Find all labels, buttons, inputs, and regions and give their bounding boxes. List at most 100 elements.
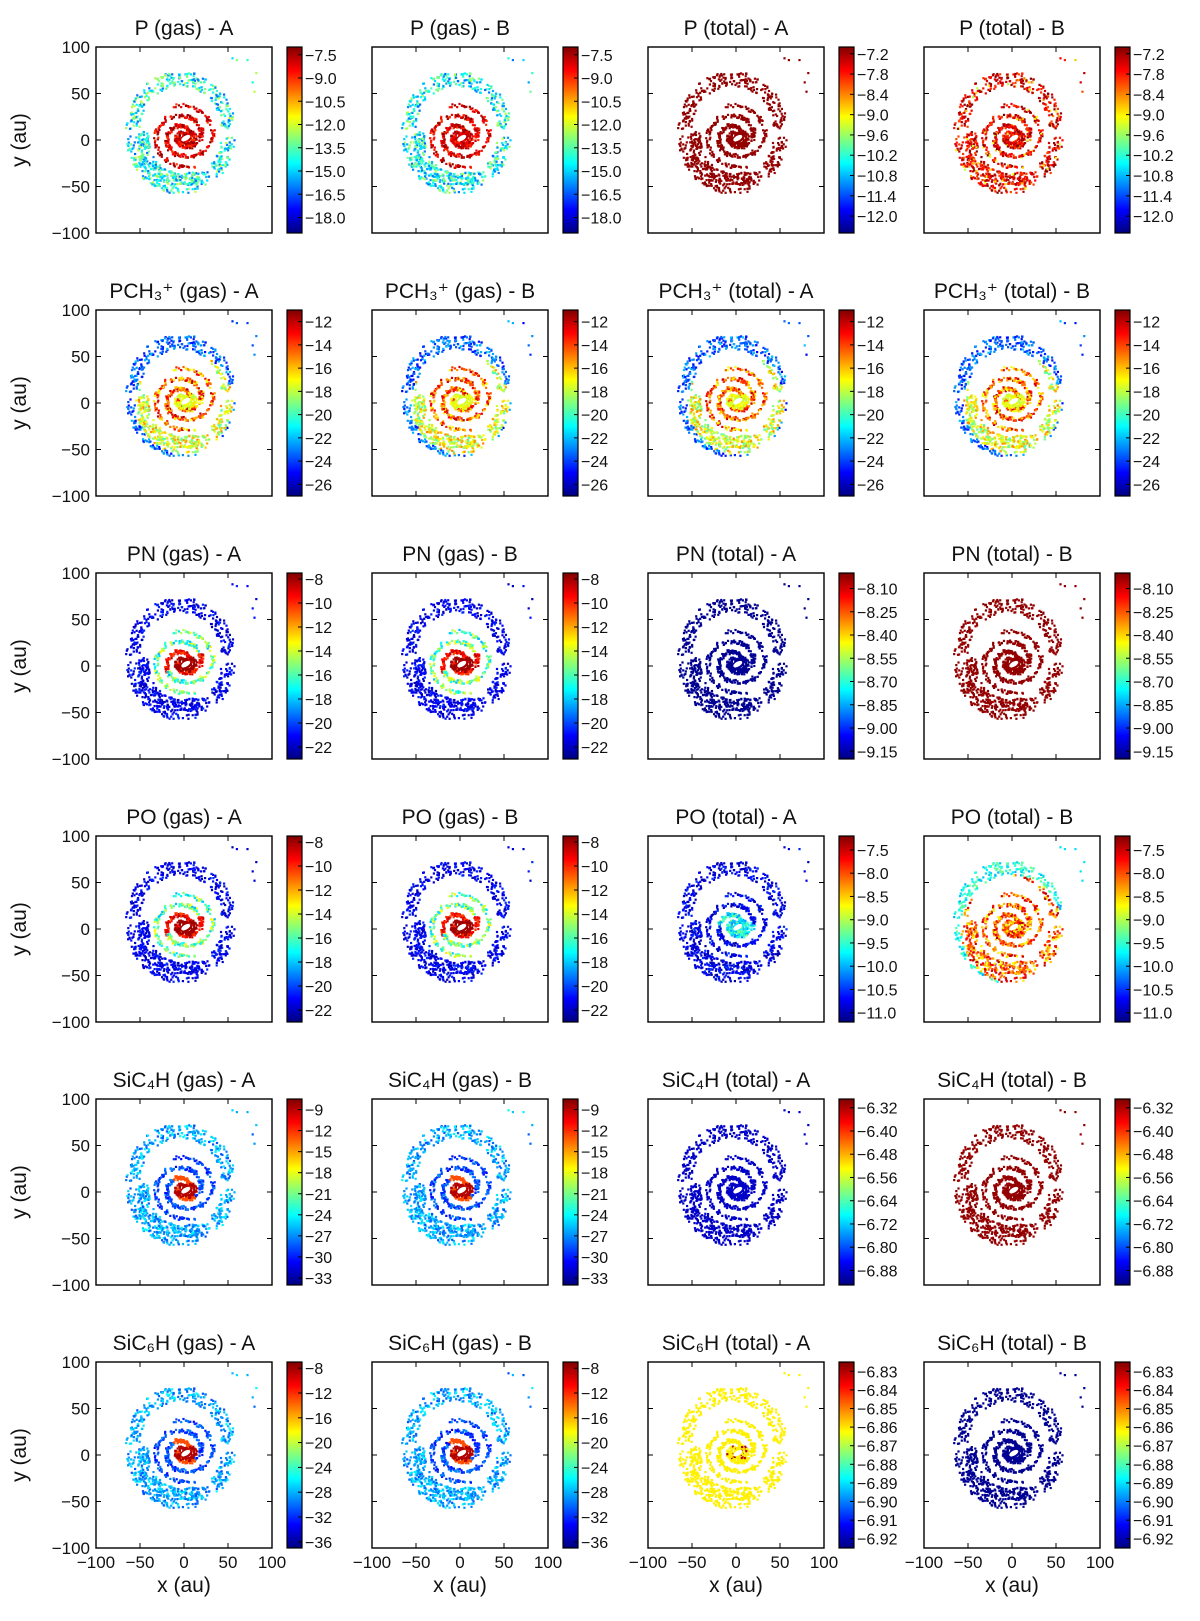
- data-point: [1028, 130, 1031, 133]
- data-point: [699, 150, 702, 153]
- data-point: [443, 149, 446, 152]
- data-point: [777, 103, 780, 106]
- data-point: [723, 73, 726, 76]
- data-point: [1056, 107, 1059, 110]
- data-point: [976, 98, 979, 101]
- data-point: [130, 156, 133, 159]
- data-point: [206, 171, 209, 174]
- data-point: [967, 119, 970, 122]
- data-point: [1002, 152, 1006, 155]
- data-point: [968, 149, 972, 152]
- data-point: [1028, 132, 1031, 135]
- data-point: [188, 118, 191, 121]
- data-point: [713, 174, 716, 177]
- data-point: [174, 124, 177, 127]
- data-point: [212, 134, 215, 137]
- data-point: [200, 130, 203, 133]
- data-point: [189, 137, 192, 141]
- data-point: [724, 151, 727, 154]
- data-point: [492, 155, 495, 158]
- data-point: [730, 132, 734, 135]
- data-point: [450, 123, 453, 126]
- data-point: [193, 172, 196, 175]
- data-point: [750, 89, 753, 92]
- data-point: [456, 132, 459, 135]
- data-point: [767, 175, 770, 178]
- data-point: [198, 128, 201, 131]
- data-point: [1005, 80, 1008, 83]
- data-point: [1017, 73, 1020, 76]
- data-point: [483, 175, 486, 178]
- data-point: [420, 147, 423, 150]
- data-point: [745, 145, 748, 148]
- data-point: [761, 88, 764, 91]
- data-point: [138, 158, 141, 161]
- data-point: [704, 160, 707, 163]
- data-point: [983, 145, 986, 148]
- data-point: [738, 75, 741, 78]
- data-point: [186, 142, 189, 145]
- data-point: [179, 130, 183, 133]
- data-point: [462, 172, 465, 175]
- data-point: [1023, 110, 1026, 113]
- data-point: [1056, 158, 1059, 161]
- data-point: [1028, 128, 1031, 131]
- data-point: [500, 114, 503, 118]
- data-point: [182, 124, 186, 127]
- data-point: [737, 177, 740, 180]
- data-point: [972, 147, 975, 150]
- data-point: [470, 190, 473, 193]
- data-point: [782, 136, 786, 139]
- data-point: [227, 125, 230, 128]
- data-point: [1042, 86, 1045, 89]
- data-point: [980, 174, 983, 177]
- data-point: [482, 117, 485, 120]
- data-point: [148, 87, 151, 90]
- data-point: [960, 163, 963, 166]
- data-point: [690, 140, 693, 143]
- data-point: [693, 160, 696, 163]
- data-point: [986, 184, 989, 187]
- data-point: [1003, 103, 1006, 106]
- data-point: [426, 89, 429, 92]
- data-point: [724, 81, 727, 85]
- data-point: [165, 78, 168, 81]
- data-point: [164, 141, 167, 144]
- data-point: [171, 128, 174, 131]
- data-point: [178, 130, 181, 133]
- data-point: [226, 156, 229, 160]
- data-point: [732, 132, 735, 135]
- data-point: [141, 139, 144, 142]
- data-point: [225, 98, 228, 101]
- data-point: [772, 123, 775, 126]
- data-point: [447, 153, 450, 156]
- data-point: [231, 57, 234, 60]
- data-point: [443, 131, 446, 134]
- data-point: [172, 174, 175, 177]
- data-point: [783, 112, 787, 115]
- data-point: [500, 163, 503, 167]
- data-point: [764, 134, 767, 137]
- data-point: [142, 165, 145, 168]
- data-point: [1010, 142, 1013, 145]
- data-point: [531, 72, 534, 75]
- data-point: [130, 106, 134, 109]
- data-point: [698, 82, 701, 85]
- data-point: [170, 184, 173, 187]
- data-point: [212, 166, 215, 169]
- data-point: [508, 145, 511, 148]
- data-point: [190, 155, 193, 158]
- data-point: [472, 175, 475, 178]
- data-point: [975, 170, 978, 173]
- data-point: [449, 154, 453, 158]
- data-point: [1004, 187, 1007, 191]
- data-point: [462, 133, 465, 136]
- data-point: [435, 174, 438, 177]
- data-point: [463, 166, 466, 169]
- data-point: [729, 80, 732, 83]
- data-point: [752, 135, 755, 138]
- data-point: [469, 141, 472, 144]
- data-point: [196, 185, 199, 188]
- data-point: [425, 182, 428, 185]
- data-point: [437, 168, 440, 171]
